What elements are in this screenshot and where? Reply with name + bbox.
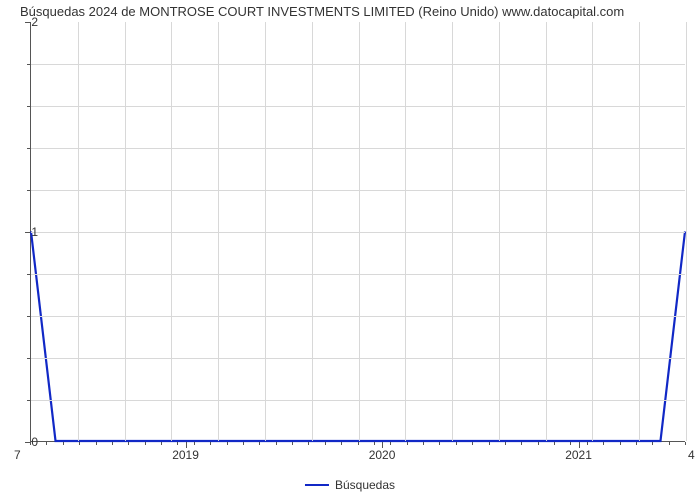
x-axis-minor-tick xyxy=(194,442,195,445)
plot-area xyxy=(30,22,685,442)
grid-line-vertical xyxy=(171,22,172,441)
grid-line-vertical xyxy=(452,22,453,441)
x-axis-minor-tick xyxy=(636,442,637,445)
x-axis-minor-tick xyxy=(227,442,228,445)
x-axis-minor-tick xyxy=(423,442,424,445)
x-axis-minor-tick xyxy=(210,442,211,445)
x-axis-minor-tick xyxy=(276,442,277,445)
x-axis-label: 2021 xyxy=(565,448,592,462)
x-axis-minor-tick xyxy=(456,442,457,445)
grid-line-vertical xyxy=(592,22,593,441)
y-axis-minor-tick xyxy=(27,64,30,65)
x-axis-tick xyxy=(186,442,187,448)
x-axis-minor-tick xyxy=(325,442,326,445)
x-axis-minor-tick xyxy=(538,442,539,445)
x-axis-minor-tick xyxy=(308,442,309,445)
grid-line-vertical xyxy=(546,22,547,441)
y-axis-minor-tick xyxy=(27,274,30,275)
y-axis-minor-tick xyxy=(27,358,30,359)
legend-label: Búsquedas xyxy=(335,478,395,492)
grid-line-vertical xyxy=(78,22,79,441)
x-axis-minor-tick xyxy=(79,442,80,445)
x-axis-minor-tick xyxy=(161,442,162,445)
y-axis-label: 2 xyxy=(31,15,38,29)
x-axis-minor-tick xyxy=(96,442,97,445)
grid-line-vertical xyxy=(125,22,126,441)
corner-bottom-left: 7 xyxy=(14,448,21,462)
legend: Búsquedas xyxy=(305,478,395,492)
x-axis-minor-tick xyxy=(570,442,571,445)
chart-title: Búsquedas 2024 de MONTROSE COURT INVESTM… xyxy=(20,4,624,19)
y-axis-minor-tick xyxy=(27,316,30,317)
x-axis-minor-tick xyxy=(128,442,129,445)
x-axis-minor-tick xyxy=(112,442,113,445)
x-axis-minor-tick xyxy=(63,442,64,445)
x-axis-minor-tick xyxy=(177,442,178,445)
chart-container: Búsquedas 2024 de MONTROSE COURT INVESTM… xyxy=(0,0,700,500)
y-axis-tick xyxy=(25,22,30,23)
x-axis-minor-tick xyxy=(521,442,522,445)
grid-line-vertical xyxy=(639,22,640,441)
x-axis-minor-tick xyxy=(390,442,391,445)
x-axis-minor-tick xyxy=(669,442,670,445)
x-axis-minor-tick xyxy=(554,442,555,445)
x-axis-minor-tick xyxy=(439,442,440,445)
x-axis-minor-tick xyxy=(46,442,47,445)
x-axis-minor-tick xyxy=(652,442,653,445)
x-axis-minor-tick xyxy=(374,442,375,445)
grid-line-vertical xyxy=(686,22,687,441)
legend-swatch xyxy=(305,484,329,486)
x-axis-minor-tick xyxy=(30,442,31,445)
x-axis-minor-tick xyxy=(505,442,506,445)
corner-bottom-right: 4 xyxy=(688,448,695,462)
x-axis-minor-tick xyxy=(259,442,260,445)
x-axis-minor-tick xyxy=(358,442,359,445)
grid-line-vertical xyxy=(359,22,360,441)
grid-line-vertical xyxy=(312,22,313,441)
x-axis-minor-tick xyxy=(603,442,604,445)
grid-line-vertical xyxy=(218,22,219,441)
x-axis-tick xyxy=(579,442,580,448)
y-axis-tick xyxy=(25,232,30,233)
grid-line-vertical xyxy=(265,22,266,441)
x-axis-minor-tick xyxy=(243,442,244,445)
grid-line-vertical xyxy=(499,22,500,441)
x-axis-label: 2019 xyxy=(172,448,199,462)
x-axis-minor-tick xyxy=(407,442,408,445)
y-axis-minor-tick xyxy=(27,148,30,149)
x-axis-minor-tick xyxy=(145,442,146,445)
x-axis-minor-tick xyxy=(620,442,621,445)
grid-line-vertical xyxy=(405,22,406,441)
y-axis-minor-tick xyxy=(27,400,30,401)
x-axis-minor-tick xyxy=(341,442,342,445)
y-axis-label: 1 xyxy=(31,225,38,239)
x-axis-minor-tick xyxy=(472,442,473,445)
x-axis-label: 2020 xyxy=(369,448,396,462)
y-axis-label: 0 xyxy=(31,435,38,449)
x-axis-minor-tick xyxy=(489,442,490,445)
y-axis-minor-tick xyxy=(27,106,30,107)
y-axis-minor-tick xyxy=(27,190,30,191)
x-axis-minor-tick xyxy=(292,442,293,445)
x-axis-minor-tick xyxy=(685,442,686,445)
x-axis-minor-tick xyxy=(587,442,588,445)
x-axis-tick xyxy=(382,442,383,448)
